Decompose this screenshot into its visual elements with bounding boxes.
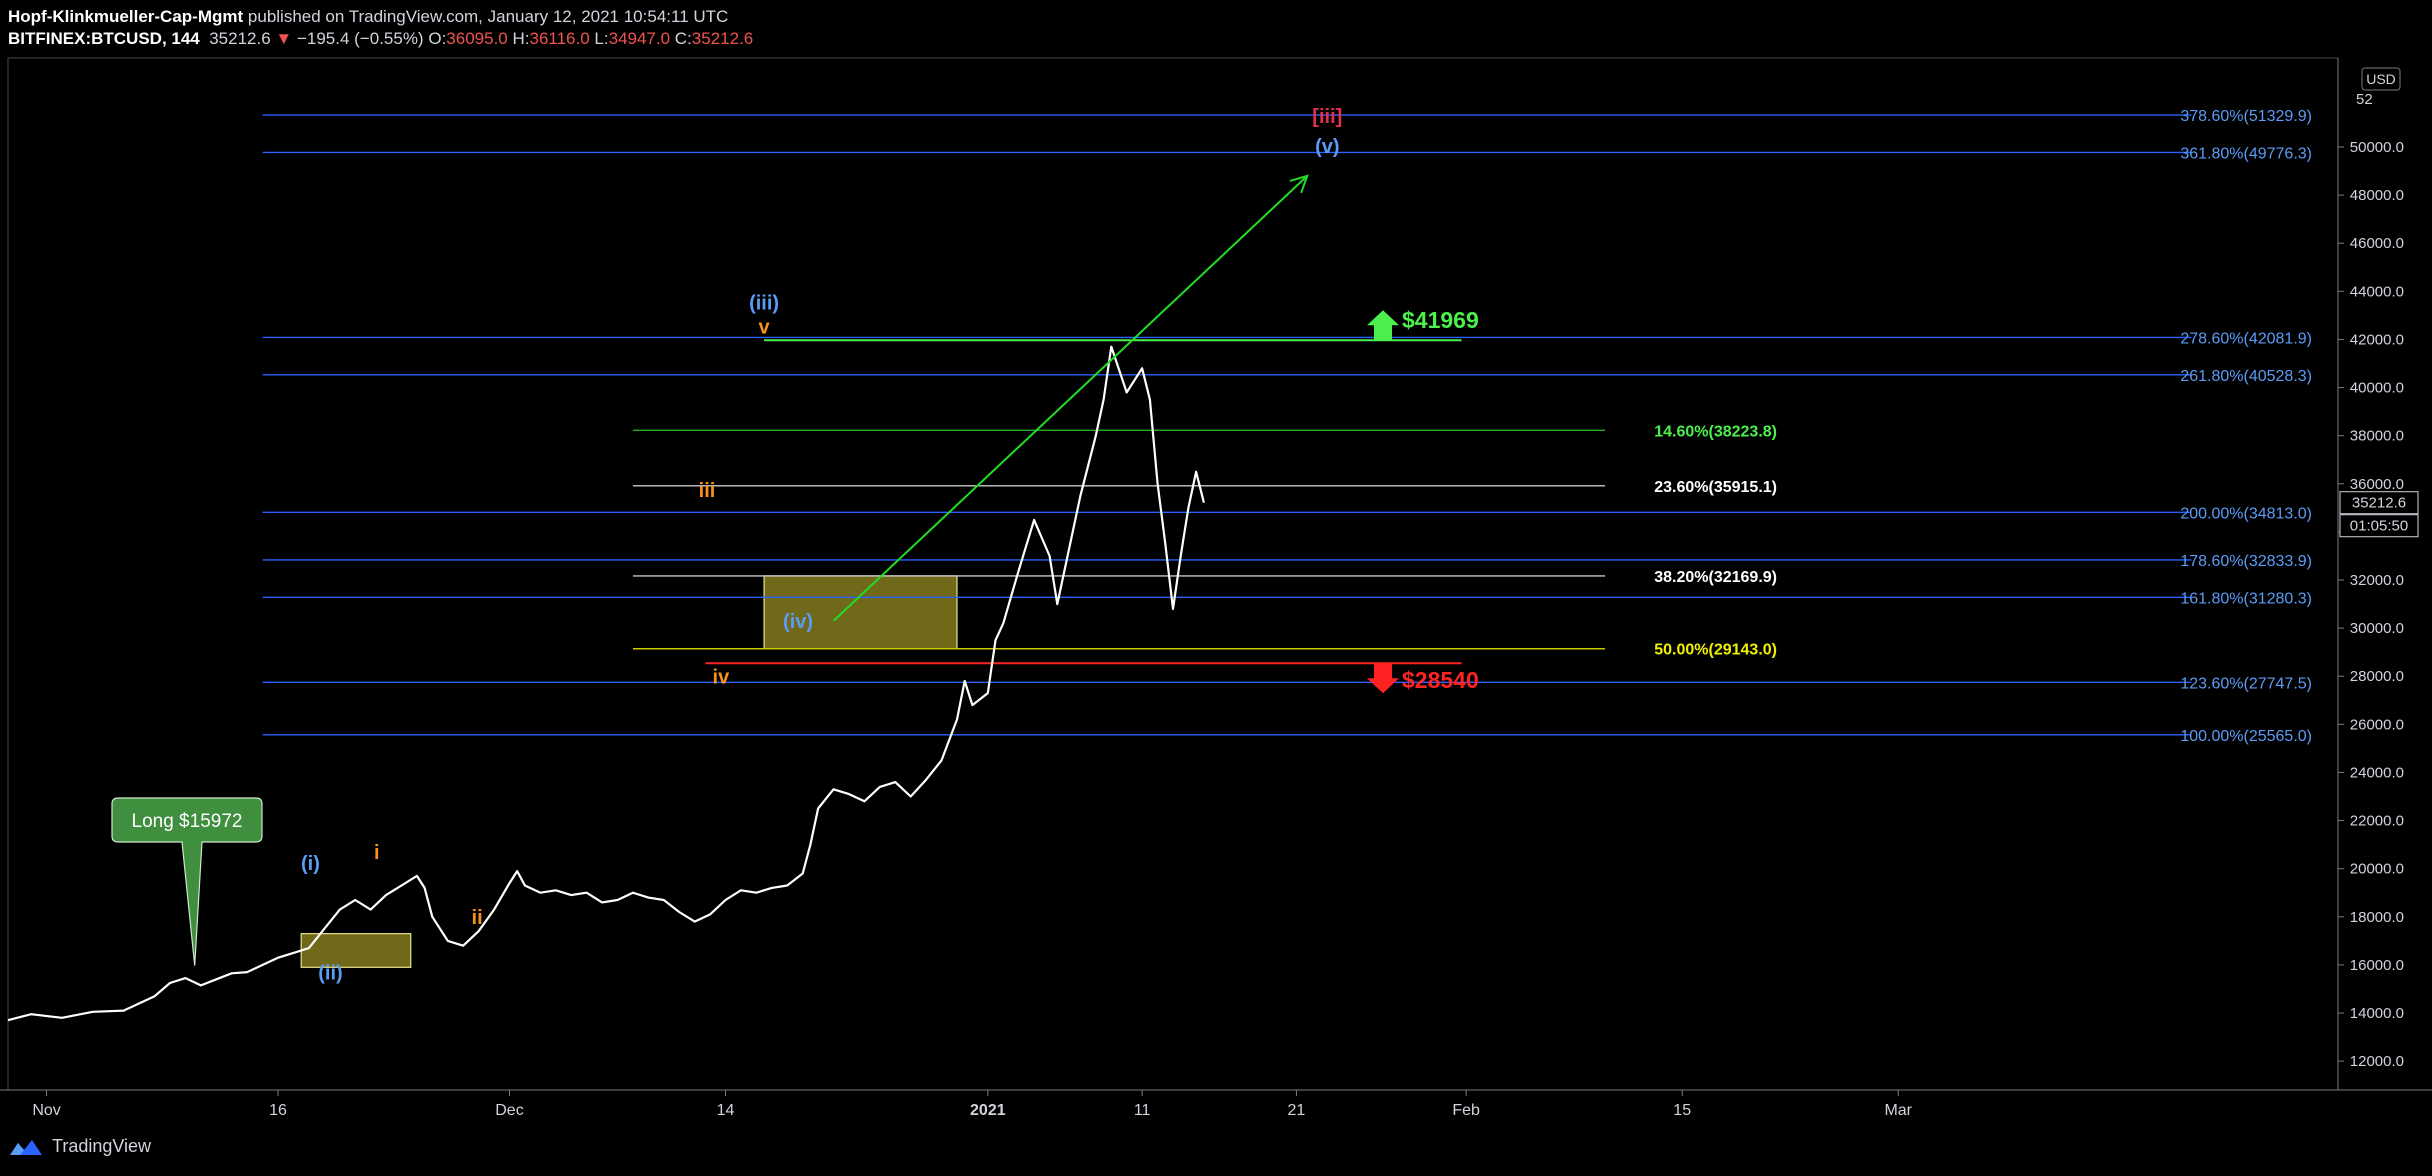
price-line	[7, 345, 1205, 1022]
bar-countdown-label: 01:05:50	[2350, 518, 2408, 535]
fib-level-label: 178.60%(32833.9)	[2180, 553, 2312, 570]
x-tick-label: Dec	[495, 1102, 523, 1119]
wave-label: iv	[713, 666, 731, 688]
symbol-line: BITFINEX:BTCUSD, 144 35212.6 ▼ −195.4 (−…	[8, 28, 753, 50]
change-arrow-icon: ▼	[275, 29, 293, 48]
last-price-tag	[2339, 491, 2419, 515]
y-tick-label: 38000.0	[2350, 428, 2404, 445]
stop-down-arrow-icon	[1367, 663, 1399, 694]
x-tick-label: 11	[1134, 1102, 1151, 1119]
footer: TradingView	[8, 1136, 151, 1157]
author-name[interactable]: Hopf-Klinkmueller-Cap-Mgmt	[8, 7, 244, 26]
y-tick-label: 28000.0	[2350, 668, 2404, 685]
y-tick-label: 50000.0	[2350, 139, 2404, 156]
low-value: 34947.0	[608, 29, 671, 48]
x-tick-label: 15	[1673, 1102, 1691, 1119]
x-tick-label: Feb	[1452, 1102, 1480, 1119]
fib-level-label: 200.00%(34813.0)	[2180, 505, 2312, 522]
fib-level-label: 261.80%(40528.3)	[2180, 368, 2312, 385]
tradingview-logo-icon[interactable]	[8, 1137, 44, 1157]
fib-level-label: 23.60%(35915.1)	[1654, 479, 1777, 496]
symbol-name[interactable]: BITFINEX:BTCUSD, 144	[8, 29, 200, 48]
y-tick-label: 22000.0	[2350, 813, 2404, 830]
open-label: O:	[428, 29, 447, 48]
high-label: H:	[512, 29, 530, 48]
y-tick-label: 40000.0	[2350, 380, 2404, 397]
x-tick-label: 2021	[970, 1102, 1006, 1119]
y-tick-label: 16000.0	[2350, 957, 2404, 974]
fib-level-label: 161.80%(31280.3)	[2180, 590, 2312, 607]
y-tick-label: 48000.0	[2350, 187, 2404, 204]
fib-level-label: 361.80%(49776.3)	[2180, 145, 2312, 162]
fib-level-label: 123.60%(27747.5)	[2180, 675, 2312, 692]
low-label: L:	[594, 29, 609, 48]
published-text: published on TradingView.com, January 12…	[247, 7, 729, 26]
fib-level-label: 38.20%(32169.9)	[1654, 569, 1777, 586]
wave-label: i	[374, 842, 380, 864]
y-tick-label: 44000.0	[2350, 283, 2404, 300]
long-entry-callout	[111, 797, 263, 966]
y-tick-label: 32000.0	[2350, 572, 2404, 589]
y-tick-label: 36000.0	[2350, 476, 2404, 493]
target-up-arrow-icon	[1367, 310, 1399, 341]
wave-label: ii	[472, 907, 483, 929]
price-change: −195.4 (−0.55%)	[296, 29, 424, 48]
currency-label: USD	[2366, 71, 2396, 87]
stop-price-label: $28540	[1402, 667, 1479, 693]
fib-level-label: 50.00%(29143.0)	[1654, 642, 1777, 659]
y-tick-label: 12000.0	[2350, 1053, 2404, 1070]
wave-label: (ii)	[318, 962, 342, 984]
x-tick-label: Nov	[32, 1102, 60, 1119]
fib-level-label: 278.60%(42081.9)	[2180, 330, 2312, 347]
fib-level-label: 100.00%(25565.0)	[2180, 728, 2312, 745]
x-tick-label: 14	[717, 1102, 735, 1119]
wave-label: (i)	[301, 853, 320, 875]
x-tick-label: 16	[269, 1102, 287, 1119]
footer-brand[interactable]: TradingView	[52, 1136, 152, 1156]
publisher-line: Hopf-Klinkmueller-Cap-Mgmt published on …	[8, 6, 753, 28]
long-entry-callout-text: Long $15972	[132, 811, 243, 832]
y-tick-label: 18000.0	[2350, 909, 2404, 926]
projection-arrow-line	[832, 175, 1308, 622]
x-tick-label: Mar	[1884, 1102, 1912, 1119]
bar-countdown-tag	[2339, 514, 2419, 538]
y-tick-label-partial: 52	[2356, 91, 2373, 108]
y-tick-label: 30000.0	[2350, 620, 2404, 637]
close-value: 35212.6	[691, 29, 754, 48]
wave-label: [iii]	[1312, 106, 1342, 128]
wave-label: iii	[699, 480, 716, 502]
last-price: 35212.6	[209, 29, 271, 48]
wave-label: (iv)	[783, 611, 813, 633]
last-price-tag-label: 35212.6	[2352, 495, 2406, 512]
fib-level-label: 378.60%(51329.9)	[2180, 108, 2312, 125]
chart-header: Hopf-Klinkmueller-Cap-Mgmt published on …	[8, 6, 753, 50]
wave-label: (iii)	[749, 292, 779, 314]
y-tick-label: 24000.0	[2350, 764, 2404, 781]
y-tick-label: 46000.0	[2350, 235, 2404, 252]
x-tick-label: 21	[1288, 1102, 1306, 1119]
projection-arrow-icon	[1289, 174, 1309, 194]
y-tick-label: 42000.0	[2350, 331, 2404, 348]
close-label: C:	[674, 29, 692, 48]
wave-label: (v)	[1315, 136, 1339, 158]
y-tick-label: 20000.0	[2350, 861, 2404, 878]
fib-level-label: 14.60%(38223.8)	[1654, 423, 1777, 440]
high-value: 36116.0	[529, 29, 590, 48]
wave-label: v	[759, 316, 771, 338]
y-tick-label: 26000.0	[2350, 716, 2404, 733]
open-value: 36095.0	[446, 29, 508, 48]
target-price-label: $41969	[1402, 307, 1479, 333]
currency-badge	[2361, 67, 2401, 91]
y-tick-label: 14000.0	[2350, 1005, 2404, 1022]
target-zone-0	[763, 575, 958, 650]
